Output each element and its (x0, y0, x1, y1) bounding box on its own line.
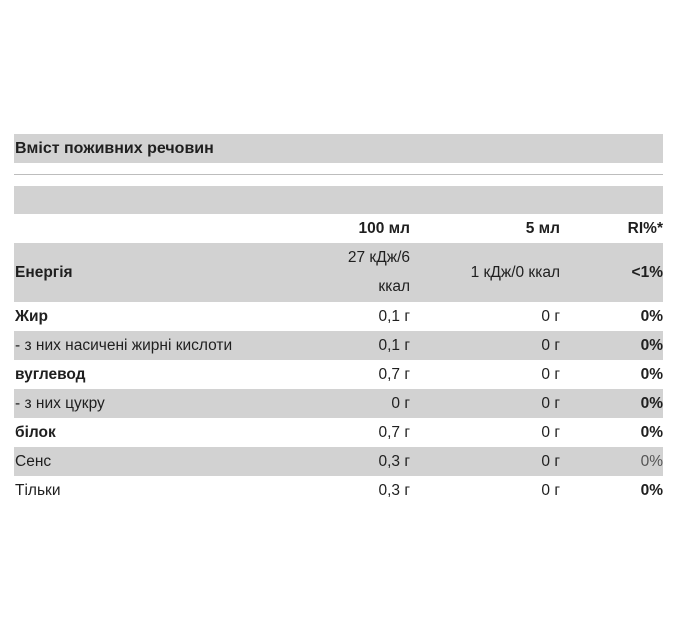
cell: 0,7 г (378, 424, 410, 441)
table-row: вуглевод 0,7 г 0 г 0% (14, 360, 663, 389)
cell: 0 г (541, 337, 560, 354)
cell: 0,1 г (378, 337, 410, 354)
cell: 0% (640, 366, 663, 383)
column-header: 100 мл (358, 220, 410, 237)
row-label: - з них насичені жирні кислоти (15, 337, 233, 354)
cell: 0 г (541, 308, 560, 325)
cell: 0% (640, 308, 663, 325)
cell: 0 г (391, 395, 410, 412)
cell: 0,1 г (378, 308, 410, 325)
cell: 0,7 г (378, 366, 410, 383)
cell: 0% (640, 424, 663, 441)
table-row: білок 0,7 г 0 г 0% (14, 418, 663, 447)
table-row: Енергія 27 кДж/6 ккал 1 кДж/0 ккал <1% (14, 243, 663, 302)
row-label: - з них цукру (15, 395, 105, 412)
cell: 27 кДж/6 ккал (347, 249, 410, 295)
cell: 0 г (541, 424, 560, 441)
cell: 0,3 г (378, 482, 410, 499)
cell: 0,3 г (378, 453, 410, 470)
cell: 0 г (541, 395, 560, 412)
column-header: RI%* (627, 220, 663, 237)
cell: 1 кДж/0 ккал (470, 264, 560, 281)
row-label: вуглевод (15, 366, 86, 383)
cell: 0 г (541, 453, 560, 470)
column-header: 5 мл (525, 220, 560, 237)
row-label: Тільки (15, 482, 61, 499)
row-label: Сенс (15, 453, 52, 470)
row-label: білок (15, 424, 56, 441)
table-title: Вміст поживних речовин (15, 140, 214, 157)
divider (14, 174, 663, 175)
row-label: Енергія (15, 264, 73, 281)
table-row: Жир 0,1 г 0 г 0% (14, 302, 663, 331)
table-row: - з них цукру 0 г 0 г 0% (14, 389, 663, 418)
cell: 0% (640, 337, 663, 354)
cell: 0 г (541, 482, 560, 499)
table-row: Сенс 0,3 г 0 г 0% (14, 447, 663, 476)
table-row: - з них насичені жирні кислоти 0,1 г 0 г… (14, 331, 663, 360)
header-row: 100 мл 5 мл RI%* (14, 214, 663, 243)
cell: 0% (640, 453, 663, 470)
cell: 0% (640, 395, 663, 412)
title-bar (14, 134, 663, 163)
row-label: Жир (15, 308, 49, 325)
cell: <1% (631, 264, 663, 281)
cell: 0 г (541, 366, 560, 383)
table-row: Тільки 0,3 г 0 г 0% (14, 476, 663, 505)
spacer-bar (14, 186, 663, 214)
cell: 0% (640, 482, 663, 499)
